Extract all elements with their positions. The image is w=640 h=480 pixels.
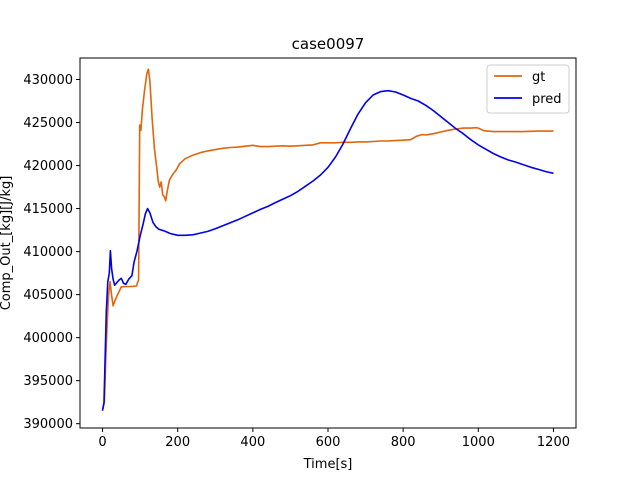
y-axis-label: Comp_Out_[kg][J/kg]	[0, 176, 14, 311]
y-tick-label: 395000	[23, 374, 73, 389]
chart-title: case0097	[292, 35, 365, 53]
y-axis-ticks: 390000 395000 400000 405000 410000 415000 4200…	[23, 73, 80, 432]
x-tick-label: 1200	[537, 435, 570, 450]
legend-box	[486, 64, 570, 114]
x-tick-label: 200	[165, 435, 190, 450]
y-tick-label: 405000	[23, 288, 73, 303]
legend-label-pred: pred	[532, 92, 562, 107]
x-tick-label: 0	[98, 435, 106, 450]
x-axis-ticks: 0 200 400 600 800 1000 1200	[98, 428, 570, 450]
x-tick-label: 1000	[462, 435, 495, 450]
y-tick-label: 400000	[23, 331, 73, 346]
y-tick-label: 415000	[23, 202, 73, 217]
series-line-gt	[101, 68, 554, 411]
series-line-pred	[101, 89, 554, 411]
legend: gt pred	[486, 64, 570, 114]
x-tick-label: 800	[391, 435, 416, 450]
x-axis-label: Time[s]	[303, 457, 353, 472]
y-tick-label: 390000	[23, 417, 73, 432]
y-tick-label: 410000	[23, 245, 73, 260]
plot-lines	[101, 68, 554, 411]
x-tick-label: 600	[316, 435, 341, 450]
x-tick-label: 400	[240, 435, 265, 450]
y-tick-label: 430000	[23, 73, 73, 88]
y-tick-label: 420000	[23, 159, 73, 174]
y-tick-label: 425000	[23, 116, 73, 131]
legend-label-gt: gt	[532, 70, 545, 85]
